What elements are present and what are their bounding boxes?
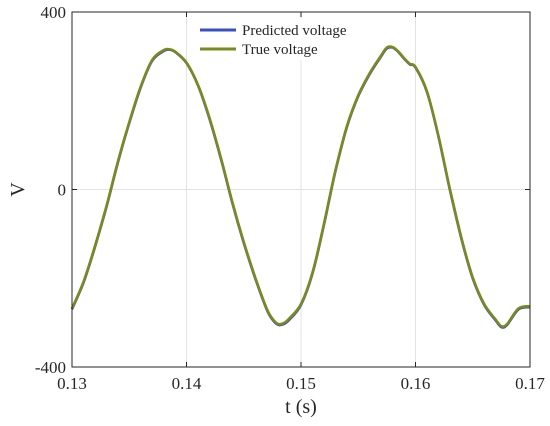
tick-labels: 0.13 0.14 0.15 0.16 0.17 -400 0 400	[35, 3, 546, 393]
grid-lines	[71, 11, 531, 368]
x-tick-label: 0.17	[515, 374, 545, 393]
legend-label-predicted: Predicted voltage	[242, 23, 347, 39]
y-tick-label: 0	[58, 181, 67, 200]
y-axis-label: V	[7, 182, 29, 197]
x-axis-label: t (s)	[285, 396, 317, 418]
x-tick-label: 0.13	[57, 374, 87, 393]
x-tick-label: 0.15	[286, 374, 316, 393]
series-lines	[70, 45, 531, 329]
legend-box	[198, 18, 368, 60]
x-tick-label: 0.16	[401, 374, 431, 393]
legend-label-true: True voltage	[242, 42, 318, 58]
series-line-1	[70, 45, 531, 328]
y-tick-label: 400	[41, 3, 67, 22]
x-tick-label: 0.14	[172, 374, 202, 393]
legend: Predicted voltage True voltage	[198, 18, 368, 60]
y-tick-label: -400	[35, 358, 66, 377]
tick-marks	[71, 11, 531, 368]
